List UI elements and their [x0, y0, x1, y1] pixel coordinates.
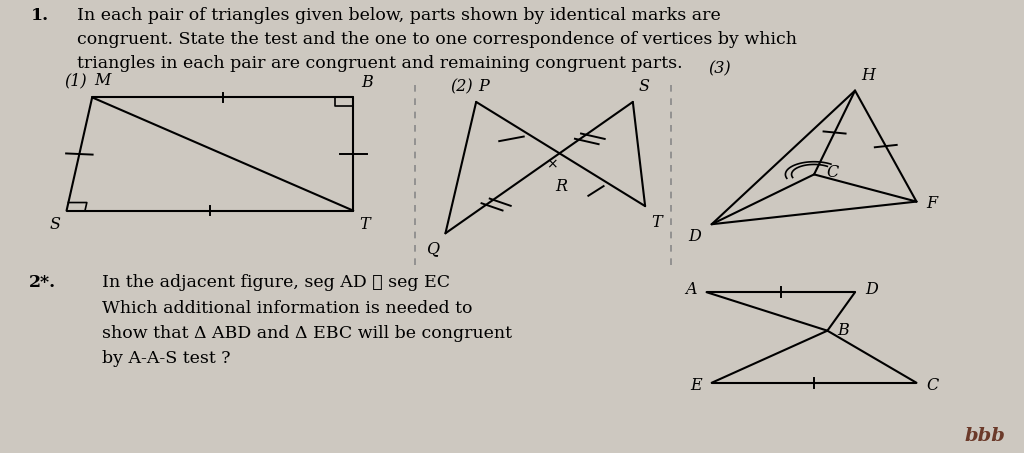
Text: T: T — [359, 216, 370, 233]
Text: (3): (3) — [709, 60, 731, 77]
Text: ×: × — [546, 158, 558, 171]
Text: C: C — [927, 376, 939, 394]
Text: 2*.: 2*. — [29, 274, 55, 291]
Text: E: E — [690, 376, 701, 394]
Text: B: B — [361, 73, 373, 91]
Text: C: C — [826, 164, 839, 181]
Text: D: D — [688, 228, 701, 245]
Text: (1): (1) — [65, 72, 87, 89]
Text: T: T — [651, 214, 662, 231]
Text: M: M — [94, 72, 111, 89]
Text: bbb: bbb — [965, 427, 1006, 445]
Text: A: A — [685, 281, 696, 299]
Text: S: S — [49, 216, 60, 233]
Text: P: P — [478, 78, 488, 95]
Text: (2): (2) — [451, 78, 473, 95]
Text: Q: Q — [426, 240, 439, 257]
Text: In each pair of triangles given below, parts shown by identical marks are
congru: In each pair of triangles given below, p… — [77, 7, 797, 72]
Text: S: S — [639, 78, 650, 95]
Text: In the adjacent figure, seg AD ≅ seg EC
Which additional information is needed t: In the adjacent figure, seg AD ≅ seg EC … — [102, 274, 512, 367]
Text: H: H — [861, 67, 876, 84]
Text: 1.: 1. — [31, 7, 49, 24]
Text: R: R — [555, 178, 567, 195]
Text: F: F — [927, 195, 938, 212]
Text: B: B — [838, 322, 849, 339]
Text: D: D — [865, 281, 879, 299]
